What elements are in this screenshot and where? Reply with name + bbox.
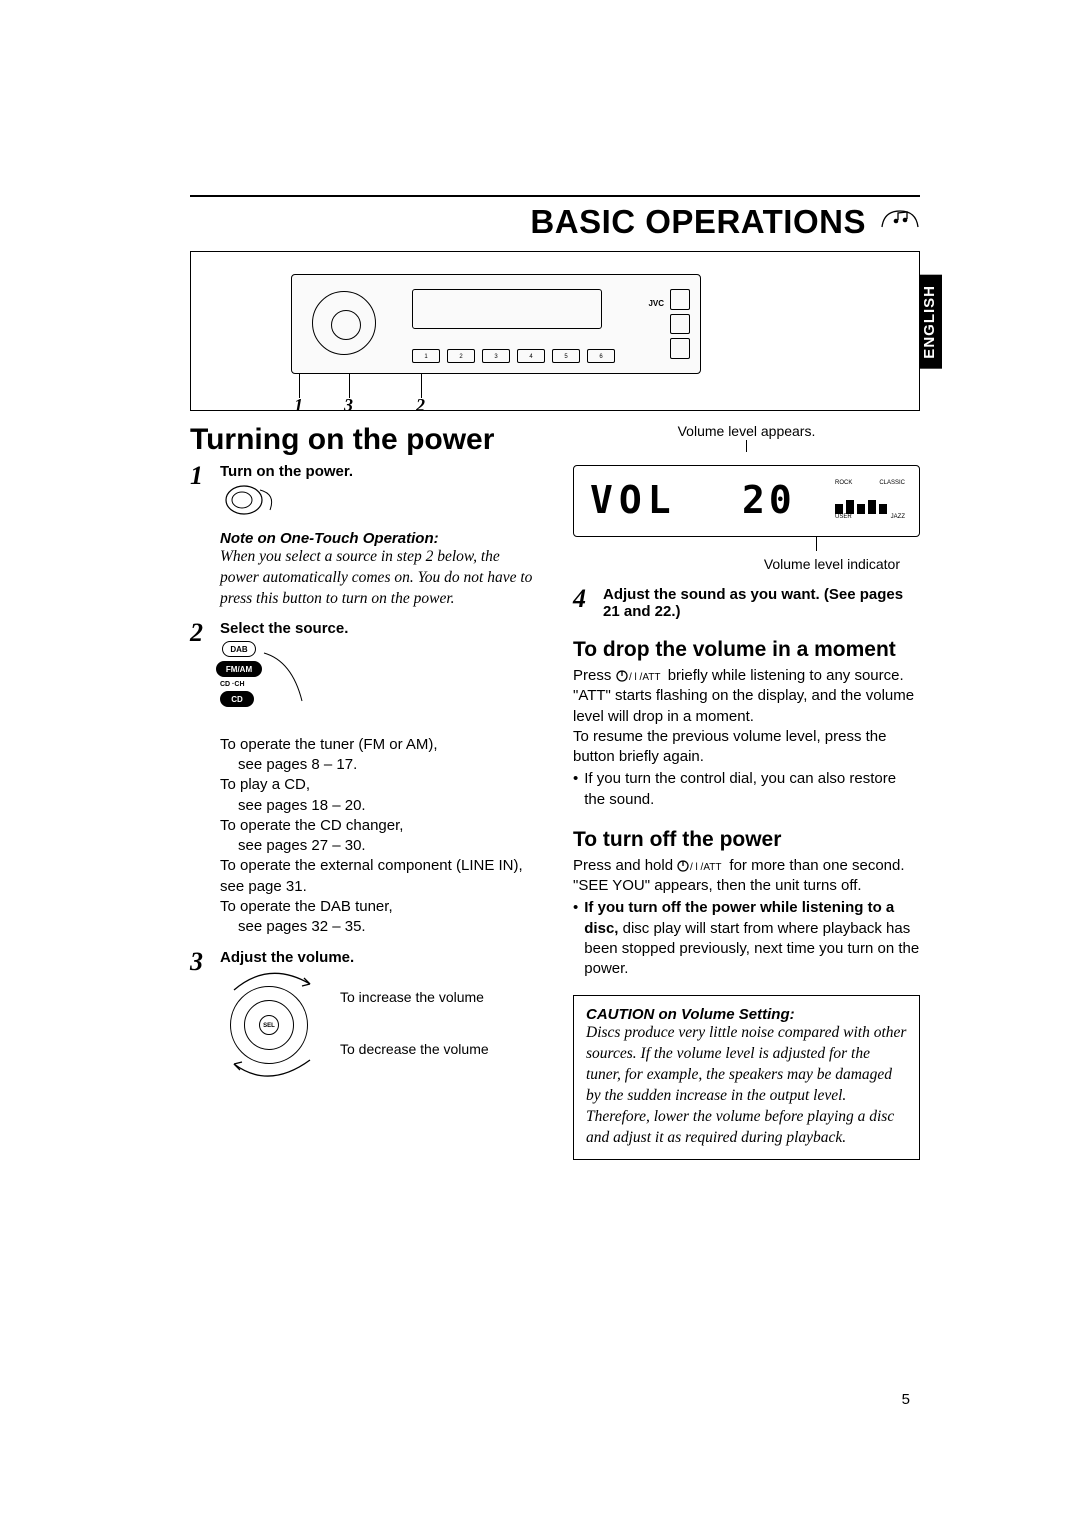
text: disc play will start from where playback… xyxy=(584,920,919,978)
brand-label: JVC xyxy=(648,299,664,308)
step-1: 1 Turn on the power. Note on One-Touch O… xyxy=(190,463,537,610)
vol-label: VOL xyxy=(590,478,677,522)
volume-display: VOL 20 ROCKCLASSIC USERJAZZ xyxy=(573,465,920,537)
preset-btn: 3 xyxy=(482,349,510,363)
bullet-icon: • xyxy=(573,898,578,979)
note-body: When you select a source in step 2 below… xyxy=(220,547,537,610)
caution-heading: CAUTION on Volume Setting: xyxy=(586,1006,907,1023)
language-tab: ENGLISH xyxy=(917,275,942,369)
caption: Volume level appears. xyxy=(573,423,920,439)
content-columns: Turning on the power 1 Turn on the power… xyxy=(190,423,920,1160)
left-column: Turning on the power 1 Turn on the power… xyxy=(190,423,537,1160)
text: If you turn off the power while listenin… xyxy=(584,898,920,979)
step-number: 1 xyxy=(190,463,210,610)
step-number: 4 xyxy=(573,586,593,620)
paragraph: To resume the previous volume level, pre… xyxy=(573,727,920,768)
right-column: Volume level appears. VOL 20 ROCKCLASSIC… xyxy=(573,423,920,1160)
lcd-display xyxy=(412,289,602,329)
bullet-icon: • xyxy=(573,769,578,810)
caution-body: Discs produce very little noise compared… xyxy=(586,1023,907,1149)
caption: Volume level indicator xyxy=(573,556,920,572)
leader-line xyxy=(573,537,920,551)
line: To play a CD, xyxy=(220,775,537,795)
preset-buttons: 1 2 3 4 5 6 xyxy=(412,349,615,363)
step-number: 3 xyxy=(190,949,210,1080)
svg-text:/ l /ATT: / l /ATT xyxy=(629,672,660,683)
faceplate-diagram: JVC 1 2 3 4 5 6 1 3 2 xyxy=(190,251,920,411)
increase-label: To increase the volume xyxy=(340,988,489,1006)
vol-value: 20 xyxy=(742,478,796,522)
callout: 2 xyxy=(416,395,425,416)
step-heading: Select the source. xyxy=(220,620,537,637)
power-button-icon xyxy=(220,480,290,520)
line: see pages 32 – 35. xyxy=(220,917,537,937)
preset-btn: 6 xyxy=(587,349,615,363)
paragraph: Press / l /ATT briefly while listening t… xyxy=(573,666,920,727)
text: Press xyxy=(573,667,616,684)
line: To operate the DAB tuner, xyxy=(220,897,537,917)
step-number: 2 xyxy=(190,620,210,938)
cd-label: CD xyxy=(220,691,254,707)
power-att-icon: / l /ATT xyxy=(616,668,664,684)
decrease-label: To decrease the volume xyxy=(340,1040,489,1058)
section-title: Turning on the power xyxy=(190,423,537,457)
page-title: BASIC OPERATIONS xyxy=(530,203,866,241)
callout: 3 xyxy=(344,395,353,416)
power-att-icon: / l /ATT xyxy=(677,858,725,874)
step-2: 2 Select the source. DAB FM/AM CD ·CH CD… xyxy=(190,620,537,938)
source-buttons-icon: DAB FM/AM CD ·CH CD xyxy=(216,641,326,729)
bullet: • If you turn off the power while listen… xyxy=(573,898,920,979)
sub-heading: To drop the volume in a moment xyxy=(573,638,920,662)
preset-btn: 5 xyxy=(552,349,580,363)
step-heading: Adjust the volume. xyxy=(220,949,537,966)
step-heading: Adjust the sound as you want. (See pages… xyxy=(603,586,920,620)
sub-heading: To turn off the power xyxy=(573,828,920,852)
header: BASIC OPERATIONS xyxy=(190,203,920,241)
caution-box: CAUTION on Volume Setting: Discs produce… xyxy=(573,995,920,1160)
page-number: 5 xyxy=(902,1391,910,1408)
music-note-icon xyxy=(880,207,920,233)
source-instructions: To operate the tuner (FM or AM), see pag… xyxy=(220,735,537,938)
text: If you turn the control dial, you can al… xyxy=(584,769,920,810)
line: To operate the CD changer, xyxy=(220,816,537,836)
side-buttons xyxy=(670,289,690,359)
line: see pages 18 – 20. xyxy=(220,796,537,816)
preset-btn: 4 xyxy=(517,349,545,363)
text: for more than one second. xyxy=(729,857,904,874)
step-4: 4 Adjust the sound as you want. (See pag… xyxy=(573,586,920,620)
preset-btn: 1 xyxy=(412,349,440,363)
paragraph: "SEE YOU" appears, then the unit turns o… xyxy=(573,876,920,896)
control-dial xyxy=(312,291,376,355)
line: To operate the tuner (FM or AM), xyxy=(220,735,537,755)
level-indicator-icon: ROCKCLASSIC USERJAZZ xyxy=(835,480,905,522)
line: To operate the external component (LINE … xyxy=(220,856,537,897)
line: see pages 8 – 17. xyxy=(220,755,537,775)
step-3: 3 Adjust the volume. SEL To increase the… xyxy=(190,949,537,1080)
bullet: • If you turn the control dial, you can … xyxy=(573,769,920,810)
volume-dial-icon: SEL xyxy=(214,970,334,1080)
header-rule xyxy=(190,195,920,197)
manual-page: BASIC OPERATIONS ENGLISH JVC 1 2 3 4 5 6 xyxy=(0,0,1080,1528)
fmam-label: FM/AM xyxy=(216,661,262,677)
callout: 1 xyxy=(294,395,303,416)
dab-label: DAB xyxy=(222,641,256,657)
preset-btn: 2 xyxy=(447,349,475,363)
line: see pages 27 – 30. xyxy=(220,836,537,856)
step-heading: Turn on the power. xyxy=(220,463,537,480)
paragraph: Press and hold / l /ATT for more than on… xyxy=(573,856,920,876)
cdch-label: CD ·CH xyxy=(220,681,245,688)
faceplate: JVC 1 2 3 4 5 6 xyxy=(291,274,701,374)
note-heading: Note on One-Touch Operation: xyxy=(220,530,537,547)
text: Press and hold xyxy=(573,857,677,874)
leader-line xyxy=(573,440,920,452)
svg-text:/ l /ATT: / l /ATT xyxy=(690,862,721,873)
